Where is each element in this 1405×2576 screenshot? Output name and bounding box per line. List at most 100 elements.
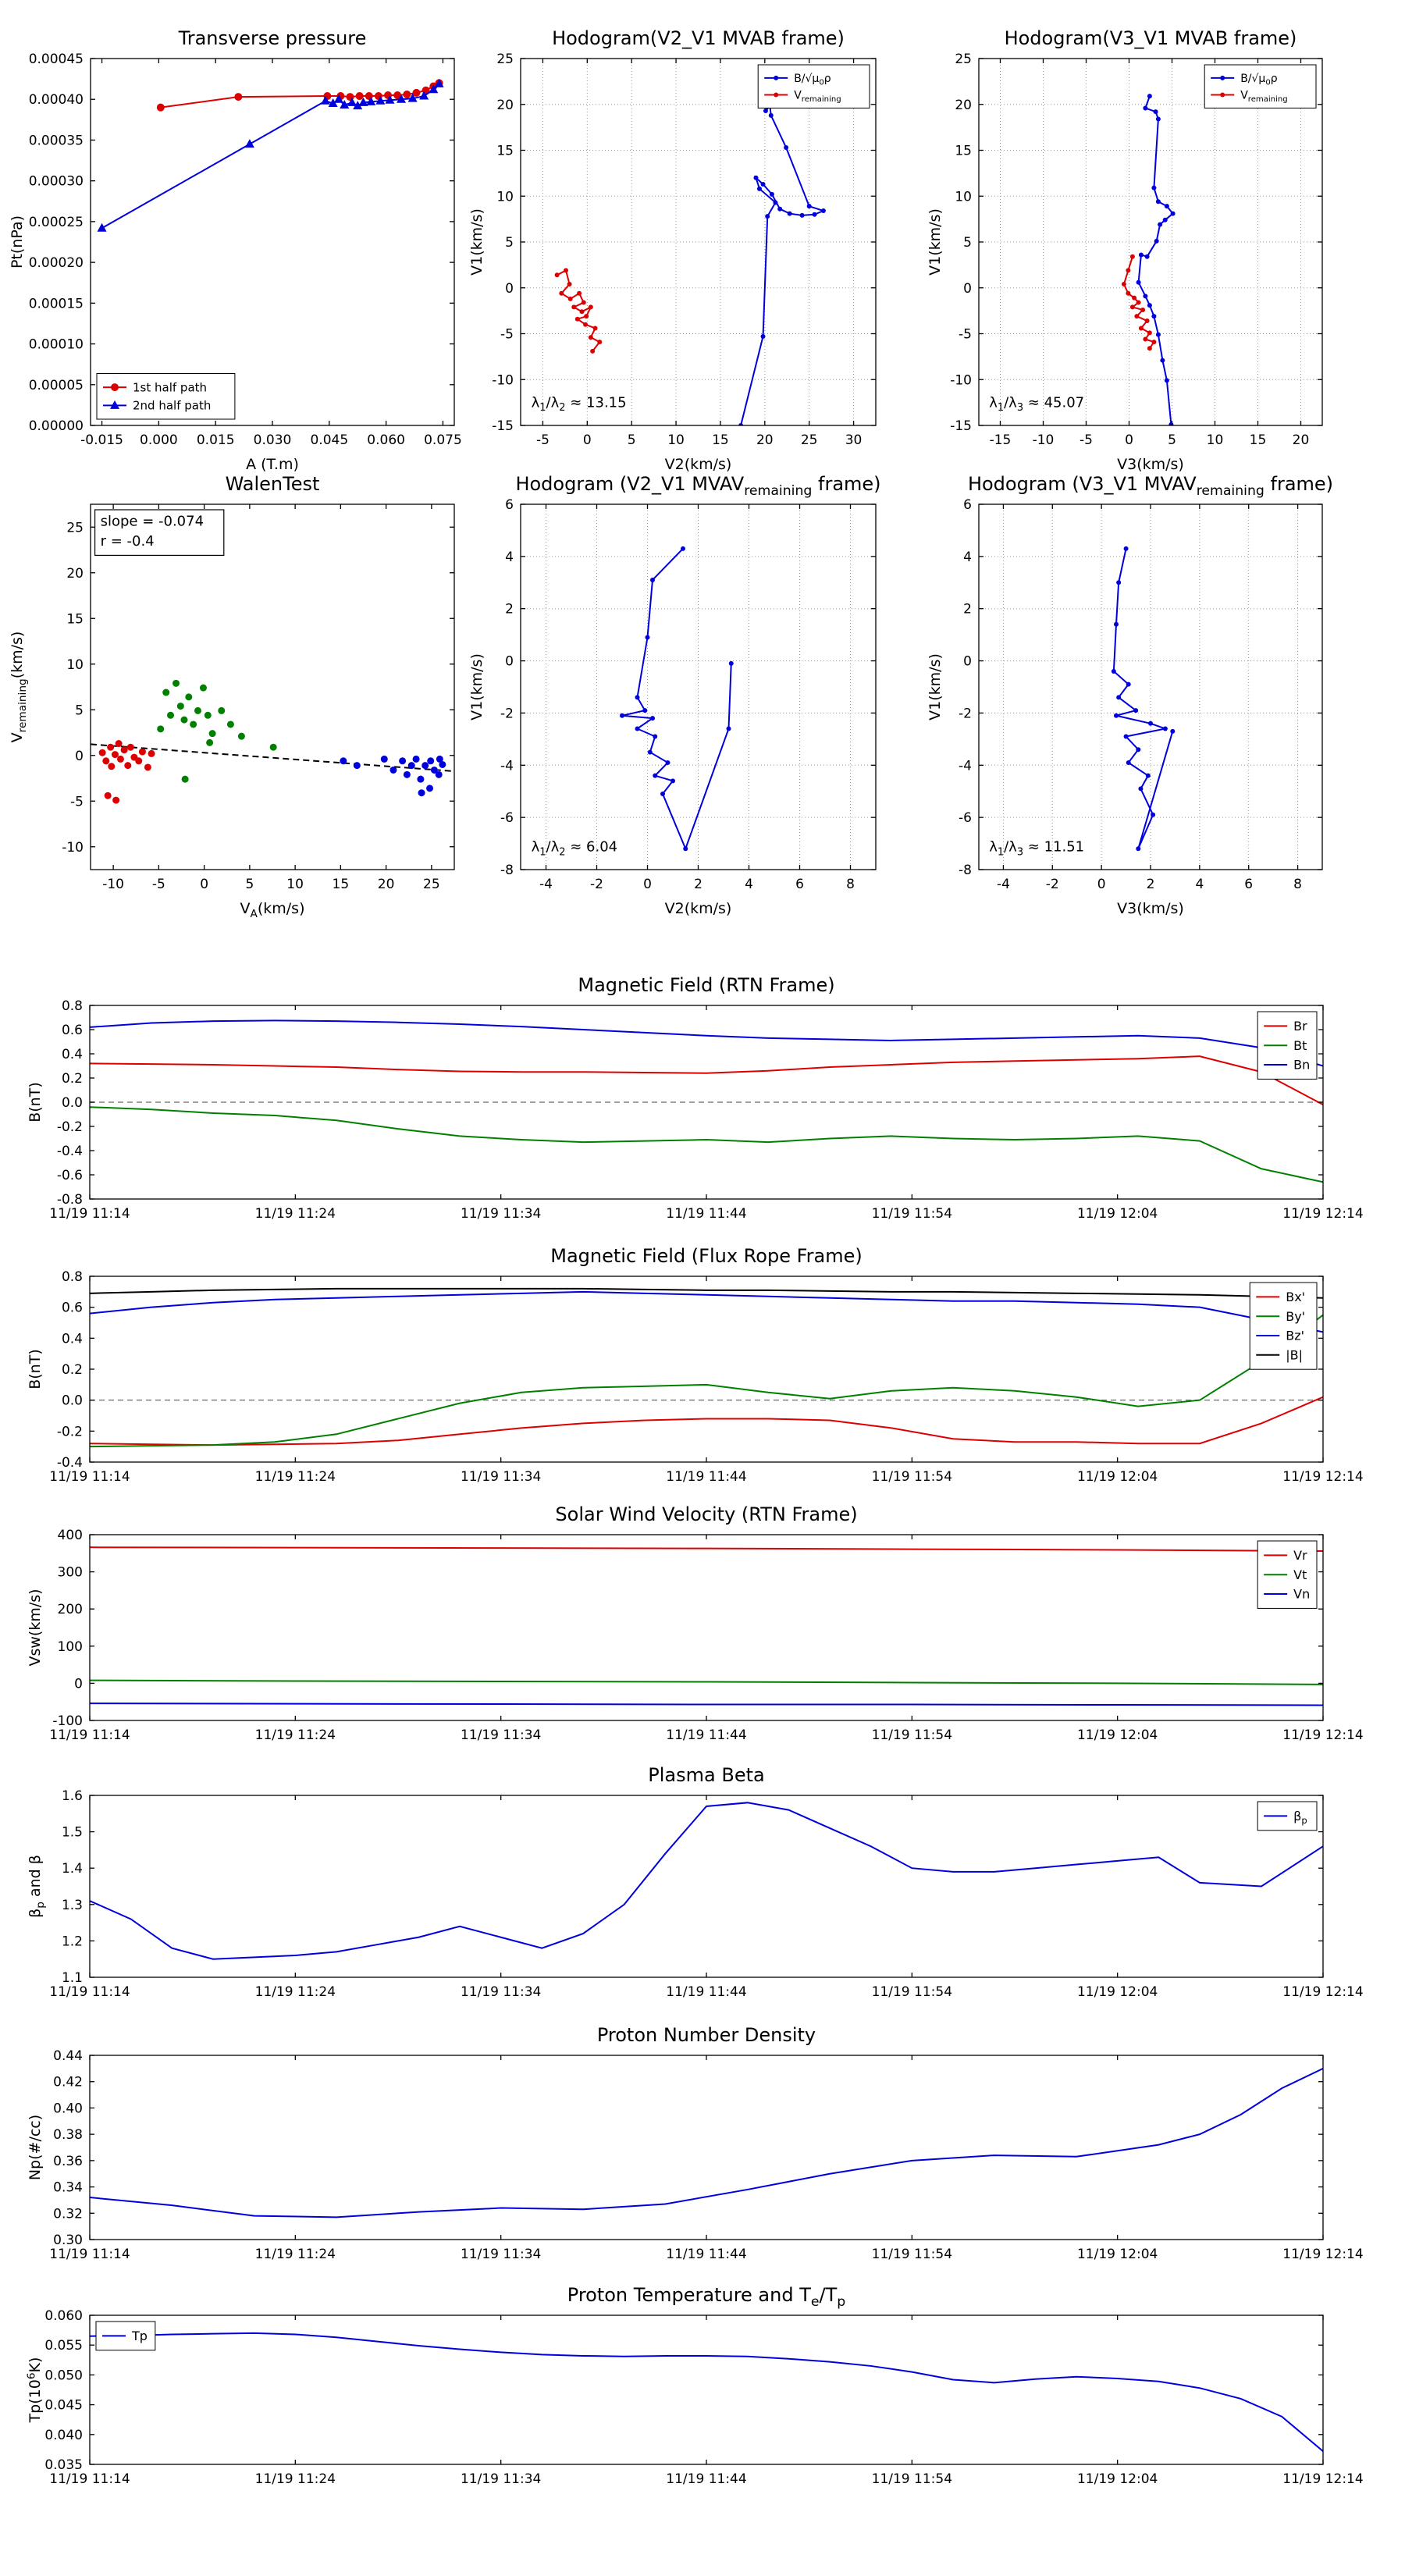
svg-text:0.2: 0.2: [62, 1071, 83, 1087]
svg-text:0.0: 0.0: [62, 1393, 83, 1409]
svg-text:0.045: 0.045: [310, 432, 348, 448]
svg-text:Proton Temperature and Te/Tp: Proton Temperature and Te/Tp: [567, 2284, 845, 2310]
svg-text:Magnetic Field (Flux Rope Fram: Magnetic Field (Flux Rope Frame): [550, 1245, 862, 1267]
svg-text:11/19 11:44: 11/19 11:44: [666, 2247, 746, 2262]
svg-text:1.1: 1.1: [62, 1970, 83, 1986]
svg-text:-8: -8: [959, 863, 972, 878]
svg-text:Tp: Tp: [131, 2329, 148, 2343]
svg-text:-2: -2: [500, 706, 514, 721]
svg-text:λ1/λ2 ≈ 6.04: λ1/λ2 ≈ 6.04: [532, 839, 617, 859]
svg-text:Bn: Bn: [1293, 1058, 1310, 1073]
svg-text:0: 0: [643, 877, 652, 892]
svg-text:-5: -5: [1080, 432, 1093, 448]
svg-text:0.0: 0.0: [62, 1095, 83, 1111]
svg-text:0: 0: [1097, 877, 1106, 892]
svg-text:11/19 12:14: 11/19 12:14: [1282, 1984, 1363, 2000]
svg-text:-4: -4: [539, 877, 553, 892]
svg-text:VA(km/s): VA(km/s): [240, 900, 305, 920]
svg-text:2nd half path: 2nd half path: [133, 399, 211, 413]
svg-text:V3(km/s): V3(km/s): [1117, 456, 1184, 473]
svg-text:0.8: 0.8: [62, 1269, 83, 1285]
chart-solar-wind-velocity: 11/19 11:14 11/19 11:24 11/19 11:34 11/19 1…: [27, 1503, 1364, 1743]
svg-text:0.38: 0.38: [53, 2127, 83, 2143]
svg-text:11/19 11:14: 11/19 11:14: [49, 2471, 130, 2487]
svg-text:11/19 12:14: 11/19 12:14: [1282, 1727, 1363, 1743]
svg-text:5: 5: [75, 703, 84, 718]
svg-text:11/19 11:24: 11/19 11:24: [255, 1727, 336, 1743]
svg-text:-15: -15: [990, 432, 1012, 448]
svg-text:Proton Number Density: Proton Number Density: [597, 2024, 816, 2046]
svg-text:-10: -10: [102, 877, 124, 892]
svg-text:V1(km/s): V1(km/s): [468, 208, 486, 276]
svg-text:-6: -6: [500, 810, 514, 826]
svg-text:11/19 11:34: 11/19 11:34: [461, 1984, 541, 2000]
chart-magnetic-field-flux-rope: 11/19 11:14 11/19 11:24 11/19 11:34 11/19 1…: [27, 1245, 1364, 1485]
svg-text:1.5: 1.5: [62, 1825, 83, 1841]
svg-text:11/19 11:44: 11/19 11:44: [666, 2471, 746, 2487]
svg-text:Np(#/cc): Np(#/cc): [27, 2115, 44, 2180]
svg-text:-5: -5: [70, 794, 84, 809]
chart-transverse-pressure: -0.015 0.000 0.015 0.030 0.045 0.060 0.075 0.00…: [9, 27, 462, 473]
svg-text:0: 0: [583, 432, 592, 448]
svg-text:11/19 11:24: 11/19 11:24: [255, 1206, 336, 1222]
svg-text:λ1/λ2 ≈ 13.15: λ1/λ2 ≈ 13.15: [532, 395, 627, 415]
svg-text:Vn: Vn: [1293, 1587, 1310, 1602]
svg-text:25: 25: [496, 52, 514, 67]
svg-text:11/19 11:14: 11/19 11:14: [49, 1206, 130, 1222]
svg-text:B/√μ0ρ: B/√μ0ρ: [1240, 73, 1278, 87]
svg-text:-2: -2: [959, 706, 972, 721]
svg-text:20: 20: [496, 98, 514, 113]
svg-text:-0.2: -0.2: [57, 1424, 83, 1439]
svg-text:0.4: 0.4: [62, 1047, 83, 1062]
svg-text:0.075: 0.075: [424, 432, 462, 448]
svg-text:0.6: 0.6: [62, 1300, 83, 1316]
svg-text:10: 10: [955, 189, 972, 205]
svg-text:0.32: 0.32: [53, 2206, 83, 2222]
svg-text:0.055: 0.055: [44, 2338, 83, 2354]
svg-text:11/19 12:04: 11/19 12:04: [1077, 1206, 1158, 1222]
svg-text:0.4: 0.4: [62, 1331, 83, 1347]
svg-text:0.00020: 0.00020: [29, 255, 84, 271]
svg-text:11/19 11:44: 11/19 11:44: [666, 1206, 746, 1222]
svg-text:V3(km/s): V3(km/s): [1117, 900, 1184, 917]
svg-text:V2(km/s): V2(km/s): [665, 456, 732, 473]
svg-text:10: 10: [286, 877, 304, 892]
svg-text:-10: -10: [492, 372, 514, 388]
svg-text:0.00015: 0.00015: [29, 296, 84, 311]
svg-text:11/19 11:24: 11/19 11:24: [255, 2247, 336, 2262]
svg-text:10: 10: [496, 189, 514, 205]
svg-text:Hodogram (V2_V1 MVAVremaining: Hodogram (V2_V1 MVAVremaining frame): [515, 473, 880, 499]
svg-text:1.3: 1.3: [62, 1898, 83, 1913]
chart-proton-number-density: 11/19 11:14 11/19 11:24 11/19 11:34 11/19 1…: [27, 2024, 1364, 2262]
svg-text:0.34: 0.34: [53, 2180, 83, 2196]
svg-text:10: 10: [1207, 432, 1224, 448]
svg-text:11/19 11:14: 11/19 11:14: [49, 1469, 130, 1485]
svg-text:A (T.m): A (T.m): [246, 456, 299, 473]
svg-text:1.4: 1.4: [62, 1861, 83, 1877]
svg-text:25: 25: [66, 520, 84, 535]
svg-text:0.00010: 0.00010: [29, 337, 84, 353]
svg-text:8: 8: [846, 877, 855, 892]
svg-text:0.00005: 0.00005: [29, 378, 84, 393]
svg-text:10: 10: [667, 432, 685, 448]
chart-hodogram-v3v1-mvab: -15 -10 -5 0 5 10 15 20 -15 -10 -5 0 5 10 15 20 25 Hodogr…: [927, 27, 1323, 473]
svg-text:-10: -10: [62, 840, 84, 856]
svg-text:10: 10: [66, 657, 84, 673]
svg-text:-5: -5: [536, 432, 550, 448]
svg-text:0.045: 0.045: [44, 2398, 83, 2414]
svg-text:B(nT): B(nT): [27, 1349, 44, 1389]
svg-text:-100: -100: [52, 1713, 83, 1729]
svg-text:Solar Wind Velocity (RTN Frame: Solar Wind Velocity (RTN Frame): [555, 1503, 857, 1525]
svg-text:βp: βp: [1293, 1809, 1307, 1826]
svg-text:30: 30: [845, 432, 863, 448]
svg-text:11/19 11:34: 11/19 11:34: [461, 1727, 541, 1743]
svg-text:-2: -2: [1046, 877, 1059, 892]
svg-text:11/19 12:04: 11/19 12:04: [1077, 2247, 1158, 2262]
svg-text:11/19 11:54: 11/19 11:54: [872, 1984, 952, 2000]
svg-text:25: 25: [955, 52, 972, 67]
svg-text:-15: -15: [492, 418, 514, 434]
svg-text:200: 200: [58, 1602, 83, 1617]
svg-text:11/19 12:04: 11/19 12:04: [1077, 2471, 1158, 2487]
svg-text:Hodogram (V3_V1 MVAVremaining: Hodogram (V3_V1 MVAVremaining frame): [968, 473, 1333, 499]
svg-text:0.8: 0.8: [62, 998, 83, 1014]
